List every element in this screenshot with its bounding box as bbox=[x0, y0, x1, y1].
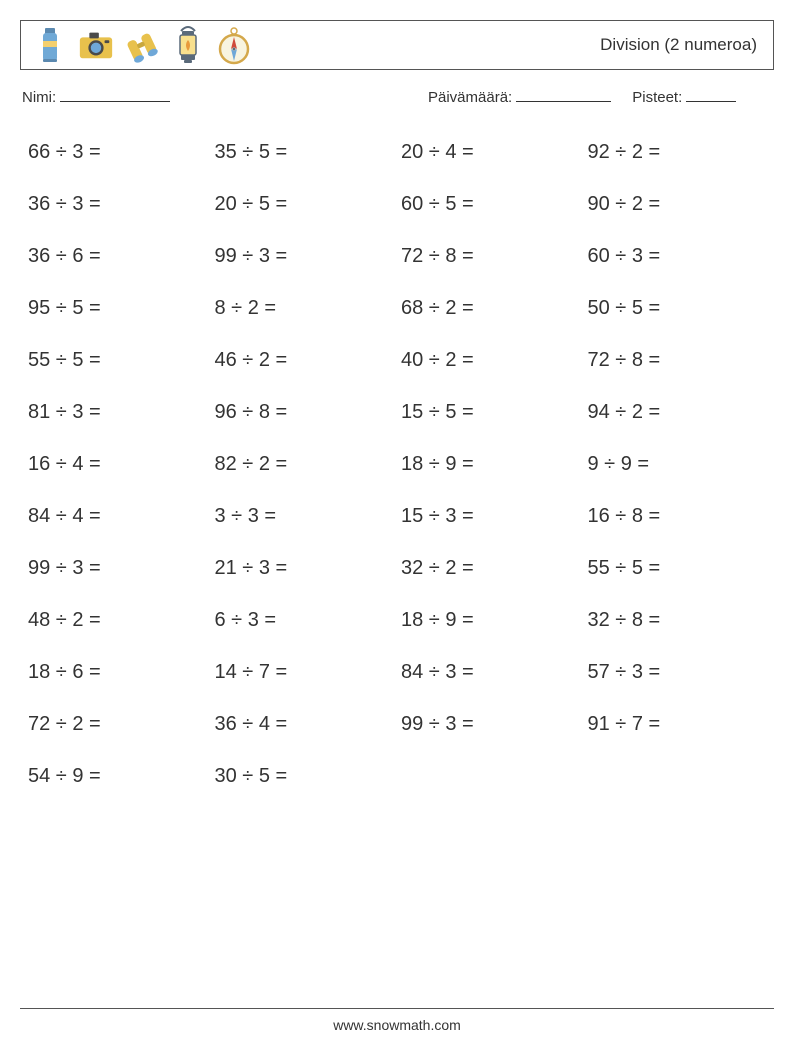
division-problem: 32 ÷ 8 = bbox=[584, 594, 771, 646]
division-problem: 50 ÷ 5 = bbox=[584, 282, 771, 334]
date-label: Päivämäärä: bbox=[428, 89, 512, 106]
division-problem: 36 ÷ 4 = bbox=[211, 698, 398, 750]
score-blank bbox=[686, 88, 736, 102]
division-problem: 99 ÷ 3 = bbox=[211, 230, 398, 282]
division-problem: 8 ÷ 2 = bbox=[211, 282, 398, 334]
division-problem bbox=[584, 750, 771, 802]
camera-icon bbox=[77, 26, 115, 64]
division-problem: 6 ÷ 3 = bbox=[211, 594, 398, 646]
division-problem: 99 ÷ 3 = bbox=[397, 698, 584, 750]
division-problem: 32 ÷ 2 = bbox=[397, 542, 584, 594]
division-problem: 55 ÷ 5 = bbox=[584, 542, 771, 594]
compass-icon bbox=[215, 26, 253, 64]
division-problem: 95 ÷ 5 = bbox=[24, 282, 211, 334]
division-problem: 68 ÷ 2 = bbox=[397, 282, 584, 334]
division-problem: 18 ÷ 6 = bbox=[24, 646, 211, 698]
division-problem: 14 ÷ 7 = bbox=[211, 646, 398, 698]
division-problem: 57 ÷ 3 = bbox=[584, 646, 771, 698]
division-problem: 36 ÷ 6 = bbox=[24, 230, 211, 282]
division-problem: 36 ÷ 3 = bbox=[24, 178, 211, 230]
footer-divider bbox=[20, 1008, 774, 1009]
division-problem: 40 ÷ 2 = bbox=[397, 334, 584, 386]
division-problem: 60 ÷ 5 = bbox=[397, 178, 584, 230]
division-problem: 92 ÷ 2 = bbox=[584, 126, 771, 178]
division-problem: 15 ÷ 3 = bbox=[397, 490, 584, 542]
division-problem: 91 ÷ 7 = bbox=[584, 698, 771, 750]
division-problem: 82 ÷ 2 = bbox=[211, 438, 398, 490]
division-problem: 30 ÷ 5 = bbox=[211, 750, 398, 802]
division-problem: 18 ÷ 9 = bbox=[397, 438, 584, 490]
problems-grid: 66 ÷ 3 =35 ÷ 5 =20 ÷ 4 =92 ÷ 2 = 36 ÷ 3 =… bbox=[20, 122, 774, 802]
info-row: Nimi: Päivämäärä: Pisteet: bbox=[20, 88, 774, 106]
division-problem: 35 ÷ 5 = bbox=[211, 126, 398, 178]
division-problem: 81 ÷ 3 = bbox=[24, 386, 211, 438]
division-problem: 94 ÷ 2 = bbox=[584, 386, 771, 438]
division-problem: 55 ÷ 5 = bbox=[24, 334, 211, 386]
lantern-icon bbox=[169, 26, 207, 64]
division-problem: 21 ÷ 3 = bbox=[211, 542, 398, 594]
name-label: Nimi: bbox=[22, 89, 56, 106]
division-problem: 72 ÷ 2 = bbox=[24, 698, 211, 750]
division-problem: 9 ÷ 9 = bbox=[584, 438, 771, 490]
header-icons bbox=[31, 26, 253, 64]
division-problem: 48 ÷ 2 = bbox=[24, 594, 211, 646]
date-blank bbox=[516, 88, 611, 102]
division-problem: 72 ÷ 8 = bbox=[584, 334, 771, 386]
thermos-icon bbox=[31, 26, 69, 64]
division-problem: 84 ÷ 3 = bbox=[397, 646, 584, 698]
header-box: Division (2 numeroa) bbox=[20, 20, 774, 70]
division-problem: 66 ÷ 3 = bbox=[24, 126, 211, 178]
name-blank bbox=[60, 88, 170, 102]
division-problem: 96 ÷ 8 = bbox=[211, 386, 398, 438]
division-problem: 60 ÷ 3 = bbox=[584, 230, 771, 282]
division-problem: 18 ÷ 9 = bbox=[397, 594, 584, 646]
division-problem: 16 ÷ 4 = bbox=[24, 438, 211, 490]
division-problem: 99 ÷ 3 = bbox=[24, 542, 211, 594]
division-problem: 20 ÷ 5 = bbox=[211, 178, 398, 230]
division-problem: 90 ÷ 2 = bbox=[584, 178, 771, 230]
division-problem: 15 ÷ 5 = bbox=[397, 386, 584, 438]
division-problem bbox=[397, 750, 584, 802]
division-problem: 72 ÷ 8 = bbox=[397, 230, 584, 282]
division-problem: 20 ÷ 4 = bbox=[397, 126, 584, 178]
division-problem: 46 ÷ 2 = bbox=[211, 334, 398, 386]
division-problem: 16 ÷ 8 = bbox=[584, 490, 771, 542]
worksheet-title: Division (2 numeroa) bbox=[600, 35, 763, 55]
division-problem: 54 ÷ 9 = bbox=[24, 750, 211, 802]
score-label: Pisteet: bbox=[632, 89, 682, 106]
division-problem: 84 ÷ 4 = bbox=[24, 490, 211, 542]
binoculars-icon bbox=[123, 26, 161, 64]
division-problem: 3 ÷ 3 = bbox=[211, 490, 398, 542]
footer-url: www.snowmath.com bbox=[0, 1017, 794, 1033]
